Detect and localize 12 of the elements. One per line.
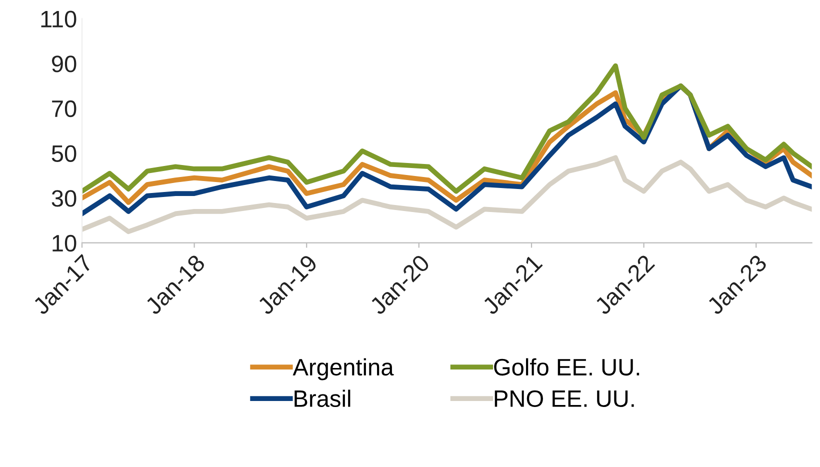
y-tick-label: 90 <box>52 56 76 72</box>
line-series <box>82 63 812 194</box>
line-series <box>82 155 812 234</box>
legend-label: PNO EE. UU. <box>494 390 634 408</box>
y-tick-label: 30 <box>52 190 76 207</box>
legend-label: Argentina <box>292 358 394 380</box>
y-tick-label: 50 <box>52 145 76 162</box>
y-tick-label: 110 <box>41 10 76 28</box>
y-tick-label: 10 <box>52 234 76 252</box>
y-tick-label: 70 <box>52 100 76 118</box>
legend-label: Brasil <box>294 390 350 408</box>
legend-label: Golfo EE. UU. <box>494 358 640 376</box>
